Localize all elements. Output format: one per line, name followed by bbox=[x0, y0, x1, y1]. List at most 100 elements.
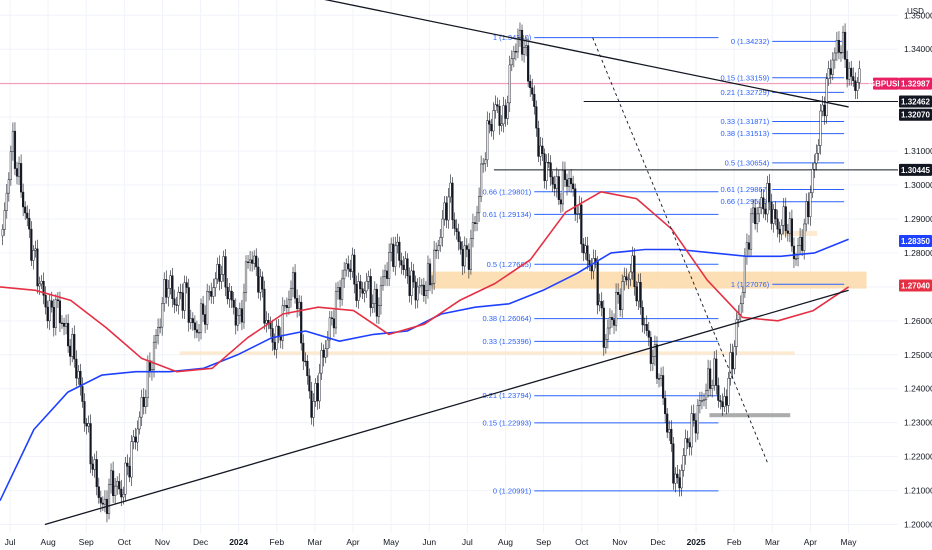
candle-down bbox=[24, 206, 27, 214]
y-tick-label: 1.34000 bbox=[904, 44, 932, 54]
candle-down bbox=[201, 303, 205, 315]
candle-up bbox=[449, 182, 452, 198]
moving-average-blue bbox=[0, 238, 849, 502]
candle-down bbox=[338, 287, 342, 300]
candle-down bbox=[520, 29, 524, 55]
candle-up bbox=[500, 123, 503, 126]
x-tick-label: Nov bbox=[155, 537, 171, 547]
candle-down bbox=[639, 282, 642, 308]
candle-down bbox=[719, 400, 722, 402]
candle-down bbox=[386, 270, 389, 279]
candle-up bbox=[796, 245, 800, 259]
candle-up bbox=[163, 279, 166, 304]
candle-down bbox=[498, 105, 501, 126]
candle-down bbox=[36, 248, 39, 287]
candle-down bbox=[839, 52, 843, 54]
candle-down bbox=[645, 324, 648, 331]
candle-down bbox=[762, 197, 765, 210]
x-tick-label: Dec bbox=[193, 537, 209, 547]
candle-up bbox=[690, 413, 693, 448]
candle-up bbox=[637, 282, 640, 302]
candle-down bbox=[99, 497, 102, 504]
price-tag-symbol-bg bbox=[873, 77, 899, 90]
candle-down bbox=[402, 264, 405, 270]
candle-up bbox=[326, 339, 329, 349]
candle-up bbox=[107, 484, 111, 514]
candle-down bbox=[349, 268, 352, 272]
candle-down bbox=[191, 318, 194, 323]
fib-level-label: 0 (1.34232) bbox=[731, 37, 770, 46]
candle-up bbox=[228, 290, 231, 300]
candle-up bbox=[103, 498, 106, 505]
candle-up bbox=[71, 334, 74, 357]
candle-up bbox=[433, 249, 436, 284]
candle-down bbox=[251, 259, 254, 264]
candle-up bbox=[555, 176, 558, 189]
candle-down bbox=[574, 188, 577, 215]
candle-up bbox=[324, 348, 327, 358]
candle-down bbox=[715, 358, 718, 386]
candle-up bbox=[745, 242, 749, 257]
price-tag: 1.27040 bbox=[901, 282, 930, 291]
candle-down bbox=[302, 342, 305, 362]
candle-down bbox=[263, 288, 266, 324]
candle-up bbox=[749, 213, 753, 250]
candle-up bbox=[199, 303, 203, 333]
candle-up bbox=[811, 169, 814, 194]
x-tick-label: Oct bbox=[118, 537, 132, 547]
candle-up bbox=[858, 68, 861, 83]
time-axis[interactable]: Jul Aug Sep Oct Nov Dec 2024 Feb Mar Apr May Jun Jul… bbox=[5, 537, 858, 547]
candle-up bbox=[805, 201, 808, 225]
candle-up bbox=[77, 370, 80, 379]
candle-down bbox=[230, 290, 233, 301]
candle-up bbox=[287, 299, 291, 308]
candle-up bbox=[760, 197, 763, 208]
candle-down bbox=[296, 298, 299, 309]
candle-up bbox=[486, 120, 489, 161]
horizontal-levels-layer bbox=[0, 83, 898, 171]
candle-up bbox=[416, 286, 419, 301]
candles-layer bbox=[1, 22, 861, 523]
candle-up bbox=[373, 288, 376, 304]
candle-up bbox=[758, 207, 761, 215]
x-tick-label: Feb bbox=[727, 537, 742, 547]
candle-down bbox=[304, 360, 307, 363]
fib-level-label: 0.38 (1.26064) bbox=[483, 314, 532, 323]
candle-up bbox=[48, 300, 51, 322]
candle-down bbox=[26, 212, 29, 219]
candle-up bbox=[9, 151, 12, 180]
price-tag-bg bbox=[899, 108, 932, 121]
zones-layer bbox=[179, 230, 867, 418]
candle-down bbox=[112, 470, 115, 497]
candle-up bbox=[833, 52, 836, 61]
candle-up bbox=[478, 196, 481, 214]
candle-up bbox=[506, 102, 509, 119]
candle-down bbox=[549, 162, 552, 178]
candle-up bbox=[345, 263, 348, 271]
candle-down bbox=[171, 275, 174, 300]
candle-down bbox=[537, 127, 540, 157]
candle-up bbox=[821, 104, 824, 112]
candle-up bbox=[146, 360, 149, 398]
price-tag-bg bbox=[899, 235, 932, 248]
candle-down bbox=[60, 322, 64, 324]
candle-up bbox=[343, 269, 346, 280]
candle-down bbox=[586, 245, 589, 261]
candle-up bbox=[381, 276, 385, 286]
candle-down bbox=[210, 291, 213, 297]
candle-up bbox=[320, 350, 323, 374]
candle-up bbox=[114, 485, 117, 497]
candle-down bbox=[678, 477, 681, 489]
fib-level-label: 0.33 (1.31871) bbox=[720, 117, 769, 126]
candle-up bbox=[424, 290, 428, 296]
trendlines-layer bbox=[44, 0, 849, 526]
candle-down bbox=[97, 486, 100, 498]
candle-down bbox=[13, 130, 17, 169]
candle-up bbox=[152, 341, 156, 370]
candle-down bbox=[504, 105, 507, 119]
candle-up bbox=[420, 284, 423, 287]
candle-down bbox=[218, 264, 221, 282]
candle-up bbox=[109, 470, 113, 485]
candle-up bbox=[265, 320, 268, 324]
